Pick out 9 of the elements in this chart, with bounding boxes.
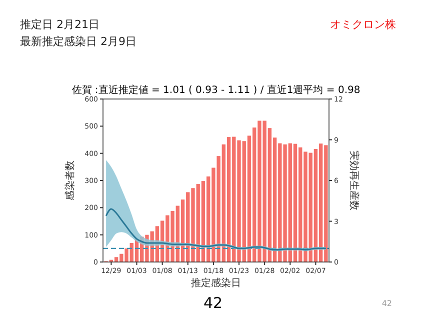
text: オミクロン株 — [330, 18, 396, 31]
text: 42 — [203, 294, 223, 312]
x-axis-title: 推定感染日 — [191, 277, 241, 289]
y2-axis-title: 実効再生産数 — [348, 150, 360, 210]
chart-title: 佐賀 :直近推定値 = 1.01 ( 0.93 - 1.11 ) / 直近1週平均 = 0.98 — [72, 84, 360, 96]
text: 42 — [382, 299, 392, 308]
y-axis-title: 感染者数 — [64, 160, 76, 200]
text: 推定日 2月21日 — [20, 18, 100, 31]
text: 最新推定感染日 2月9日 — [20, 35, 136, 48]
